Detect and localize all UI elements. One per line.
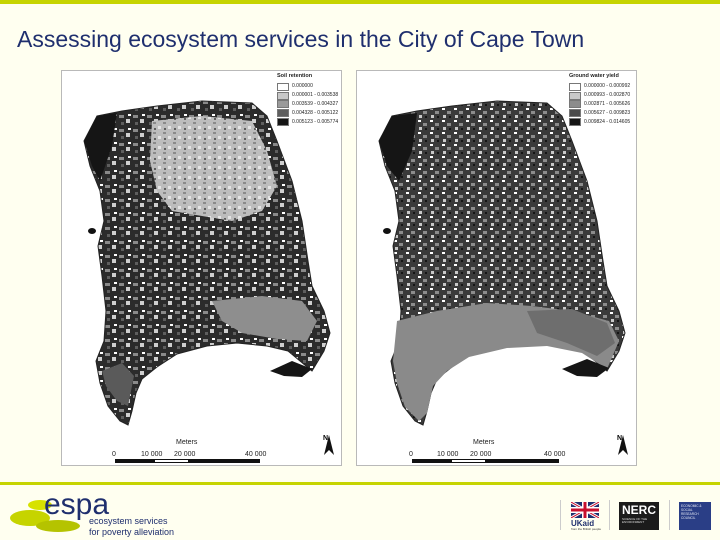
legend-label: 0.000001 - 0.003538 — [292, 92, 339, 99]
legend-row: 0.000000 — [277, 82, 338, 92]
esrc-logo: ECONOMIC & SOCIAL RESEARCH COUNCIL — [679, 502, 711, 530]
legend-title: Ground water yield — [569, 73, 619, 79]
espa-tagline-2: for poverty alleviation — [89, 527, 175, 537]
scale-segment — [189, 459, 260, 463]
espa-leaf-icon — [10, 500, 80, 532]
scale-segment — [154, 459, 189, 463]
scale-tick: 40 000 — [544, 451, 566, 458]
scale-segment — [486, 459, 559, 463]
legend-title: Soil retention — [277, 73, 313, 79]
nerc-tagline: SCIENCE OF THE ENVIRONMENT — [622, 517, 648, 525]
legend-label: 0.003539 - 0.004327 — [292, 100, 339, 107]
legend-label: 0.000993 - 0.002870 — [584, 92, 631, 99]
legend-swatch — [569, 82, 581, 91]
logo-divider — [669, 500, 670, 530]
north-arrow: N — [323, 435, 334, 455]
legend-row: 0.000993 - 0.002870 — [569, 91, 630, 100]
legend-row: 0.004328 - 0.005122 — [277, 109, 338, 118]
nerc-wordmark: NERC — [622, 503, 657, 517]
ukaid-tagline: from the British people — [571, 527, 602, 531]
legend-row: 0.009824 - 0.014605 — [569, 118, 630, 127]
scale-tick: 20 000 — [174, 451, 196, 458]
espa-logo: espa ecosystem services for poverty alle… — [8, 488, 178, 537]
legend-row: 0.000000 - 0.000992 — [569, 82, 631, 92]
legend-row: 0.000001 - 0.003538 — [277, 91, 338, 100]
north-arrow-icon — [324, 435, 334, 455]
logo-divider — [609, 500, 610, 530]
scale-segment — [115, 459, 154, 463]
legend-swatch — [569, 118, 581, 127]
scale-tick: 20 000 — [470, 451, 492, 458]
scale-unit-label: Meters — [473, 439, 495, 446]
scale-tick: 10 000 — [437, 451, 459, 458]
legend-row: 0.002871 - 0.005626 — [569, 100, 630, 109]
soil-retention-map — [83, 100, 331, 426]
legend-swatch — [569, 91, 581, 100]
soil-retention-legend: Soil retention 0.000000 0.000001 - 0.003… — [277, 73, 338, 127]
legend-swatch — [277, 82, 289, 91]
slide-title: Assessing ecosystem services in the City… — [17, 26, 585, 52]
legend-label: 0.000000 - 0.000992 — [584, 83, 631, 90]
nerc-logo: NERC SCIENCE OF THE ENVIRONMENT — [619, 502, 659, 530]
union-flag-icon — [570, 500, 600, 520]
scale-bar: Meters 0 10 000 20 000 40 000 — [62, 439, 341, 465]
legend-swatch — [277, 91, 289, 100]
legend-swatch — [569, 100, 581, 109]
scale-unit-label: Meters — [176, 439, 198, 446]
logo-divider — [560, 500, 561, 530]
soil-retention-map-panel: Soil retention 0.000000 0.000001 - 0.003… — [61, 70, 342, 466]
legend-label: 0.009824 - 0.014605 — [584, 118, 631, 125]
bottom-accent-bar — [0, 482, 720, 485]
legend-swatch — [277, 118, 289, 127]
scale-tick: 40 000 — [245, 451, 267, 458]
legend-row: 0.003539 - 0.004327 — [277, 100, 338, 109]
legend-row: 0.005627 - 0.009823 — [569, 109, 630, 118]
legend-row: 0.005123 - 0.005774 — [277, 118, 338, 127]
legend-label: 0.004328 - 0.005122 — [292, 109, 339, 116]
legend-swatch — [277, 100, 289, 109]
legend-label: 0.000000 — [292, 83, 313, 90]
legend-label: 0.002871 - 0.005626 — [584, 100, 631, 107]
ukaid-logo: UKaid from the British people — [570, 500, 602, 531]
scale-bar: Meters 0 10 000 20 000 40 000 — [357, 439, 636, 465]
espa-wordmark: espa — [44, 488, 110, 521]
espa-tagline-1: ecosystem services — [89, 516, 168, 526]
legend-swatch — [277, 109, 289, 118]
legend-label: 0.005123 - 0.005774 — [292, 118, 339, 125]
legend-label: 0.005627 - 0.009823 — [584, 109, 631, 116]
ground-water-yield-map-panel: Ground water yield 0.000000 - 0.000992 0… — [356, 70, 637, 466]
ground-water-yield-map — [378, 100, 626, 426]
north-label: N — [323, 435, 329, 442]
north-arrow: N — [617, 435, 628, 455]
ukaid-wordmark: UKaid — [571, 519, 595, 528]
scale-segment — [451, 459, 486, 463]
north-label: N — [617, 435, 623, 442]
scale-tick: 10 000 — [141, 451, 163, 458]
top-accent-bar — [0, 0, 720, 4]
scale-tick: 0 — [409, 451, 413, 458]
north-arrow-icon — [618, 435, 628, 455]
legend-swatch — [569, 109, 581, 118]
scale-tick: 0 — [112, 451, 116, 458]
scale-segment — [412, 459, 451, 463]
ground-water-yield-legend: Ground water yield 0.000000 - 0.000992 0… — [569, 73, 631, 127]
